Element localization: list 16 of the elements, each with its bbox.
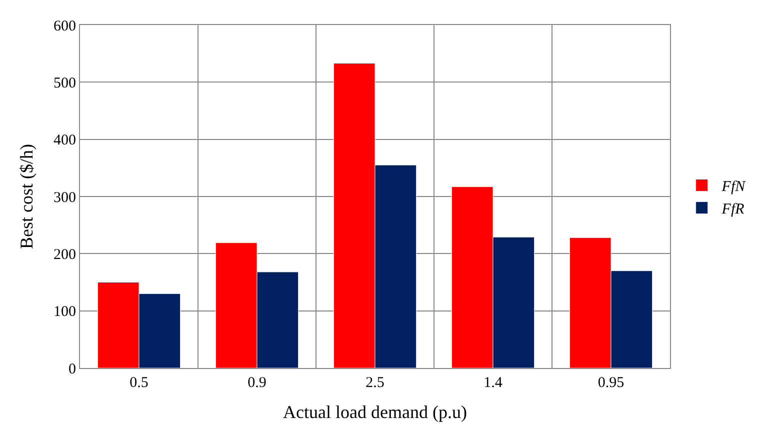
y-tick-label: 100 — [54, 304, 76, 320]
y-tick-label: 0 — [68, 361, 76, 378]
y-tick-label: 300 — [54, 190, 76, 206]
x-tick-label: 0.95 — [598, 375, 624, 391]
y-tick-label: 200 — [54, 246, 76, 263]
y-tick-label: 500 — [54, 75, 76, 92]
y-tick-label: 400 — [54, 132, 76, 149]
y-axis-title: Best cost ($/h) — [16, 144, 37, 249]
x-tick-label: 1.4 — [484, 375, 503, 391]
legend-label: FfN — [720, 179, 746, 196]
x-tick-label: 0.9 — [248, 375, 266, 391]
x-tick-label: 0.5 — [130, 375, 148, 391]
x-axis-title: Actual load demand (p.u) — [283, 402, 467, 422]
y-tick-label: 600 — [54, 18, 76, 34]
legend-label: FfR — [720, 202, 744, 218]
x-tick-label: 2.5 — [366, 375, 384, 391]
